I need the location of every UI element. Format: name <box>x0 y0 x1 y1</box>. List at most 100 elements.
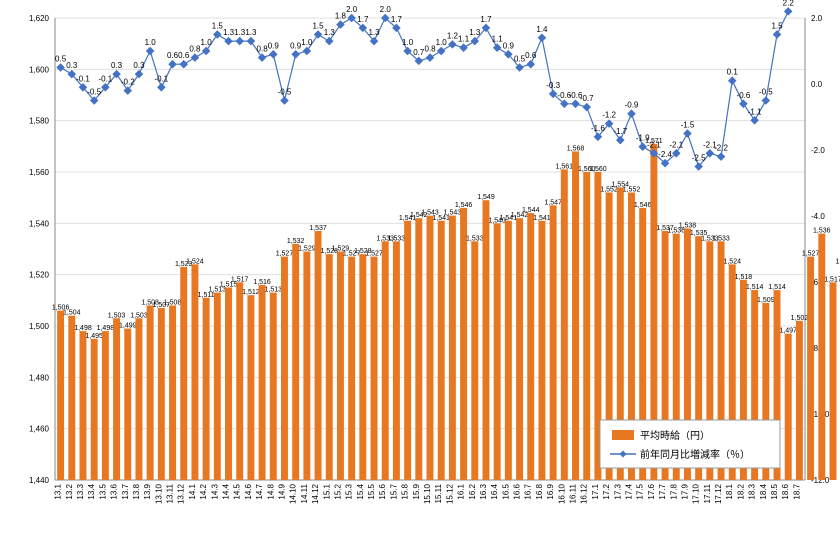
line-value-label: 1.0 <box>402 38 414 47</box>
bar <box>247 295 254 480</box>
x-tick-label: 18.6 <box>781 483 790 499</box>
line-value-label: -0.1 <box>76 74 90 83</box>
bar <box>80 331 87 480</box>
x-tick-label: 16.1 <box>457 483 466 499</box>
bar-value-label: 1,514 <box>746 284 764 291</box>
bar <box>326 254 333 480</box>
bar <box>135 318 142 480</box>
legend-bar-swatch <box>612 430 634 440</box>
line-value-label: 1.5 <box>771 22 783 31</box>
x-tick-label: 15.8 <box>401 483 410 499</box>
line-value-label: -1.6 <box>591 124 605 133</box>
bar <box>371 257 378 480</box>
line-value-label: 0.5 <box>55 55 67 64</box>
line-value-label: 2.2 <box>783 0 795 7</box>
x-tick-label: 15.9 <box>412 483 421 499</box>
x-tick-label: 17.8 <box>669 483 678 499</box>
x-tick-label: 17.5 <box>636 483 645 499</box>
bar-value-label: 1,533 <box>466 235 484 242</box>
line-value-label: -1.5 <box>681 121 695 130</box>
line-value-label: 2.0 <box>346 5 358 14</box>
x-tick-label: 13.12 <box>177 483 186 504</box>
x-tick-label: 14.7 <box>255 483 264 499</box>
y2-tick-label: -2.0 <box>811 146 825 155</box>
line-value-label: 0.6 <box>525 51 537 60</box>
line-value-label: 1.5 <box>312 22 324 31</box>
line-value-label: -0.5 <box>87 88 101 97</box>
bar-value-label: 1,497 <box>779 328 797 335</box>
bar-value-label: 1,546 <box>634 202 652 209</box>
bar-value-label: 1,524 <box>835 258 840 265</box>
bar-value-label: 1,552 <box>623 187 641 194</box>
line-value-label: 0.7 <box>413 48 425 57</box>
bar-value-label: 1,568 <box>567 145 585 152</box>
bar <box>438 221 445 480</box>
line-value-label: 2.0 <box>380 5 392 14</box>
x-tick-label: 15.5 <box>367 483 376 499</box>
x-tick-label: 18.7 <box>792 483 801 499</box>
line-value-label: -0.6 <box>737 91 751 100</box>
x-tick-label: 17.9 <box>680 483 689 499</box>
bar-value-label: 1,516 <box>253 279 271 286</box>
bar-value-label: 1,527 <box>802 251 820 258</box>
bar <box>158 308 165 480</box>
x-tick-label: 17.4 <box>624 483 633 499</box>
bar <box>57 311 64 480</box>
y2-tick-label: -4.0 <box>811 212 825 221</box>
bar-value-label: 1,509 <box>757 297 775 304</box>
x-tick-label: 13.11 <box>166 483 175 503</box>
bar <box>494 223 501 480</box>
x-tick-label: 18.5 <box>770 483 779 499</box>
line-value-label: 1.5 <box>212 22 224 31</box>
bar <box>214 293 221 480</box>
bar-value-label: 1,498 <box>97 325 115 332</box>
line-value-label: 0.8 <box>189 45 201 54</box>
bar <box>527 213 534 480</box>
x-tick-label: 15.7 <box>389 483 398 499</box>
x-tick-label: 14.6 <box>244 483 253 499</box>
x-tick-label: 14.1 <box>188 483 197 499</box>
bar <box>796 321 803 480</box>
bar-value-label: 1,527 <box>365 251 383 258</box>
bar-value-label: 1,524 <box>186 258 204 265</box>
x-tick-label: 16.11 <box>569 483 578 503</box>
x-tick-label: 13.6 <box>110 483 119 499</box>
bar-value-label: 1,532 <box>287 238 305 245</box>
line-value-label: 1.3 <box>234 28 246 37</box>
x-tick-label: 16.10 <box>557 483 566 504</box>
bar-value-label: 1,537 <box>309 225 327 232</box>
bar-value-label: 1,527 <box>276 251 294 258</box>
bar-value-label: 1,561 <box>556 163 574 170</box>
bar <box>404 221 411 480</box>
x-tick-label: 14.5 <box>233 483 242 499</box>
line-value-label: 1.3 <box>324 28 336 37</box>
bar <box>393 241 400 480</box>
x-tick-label: 17.6 <box>647 483 656 499</box>
x-tick-label: 17.1 <box>591 483 600 499</box>
x-tick-label: 16.6 <box>513 483 522 499</box>
line-value-label: 1.7 <box>391 15 403 24</box>
x-tick-label: 15.11 <box>434 483 443 503</box>
x-tick-label: 14.3 <box>210 483 219 499</box>
x-tick-label: 17.11 <box>703 483 712 503</box>
line-value-label: -1.2 <box>602 111 616 120</box>
y1-tick-label: 1,460 <box>29 425 50 434</box>
line-value-label: 0.6 <box>167 51 179 60</box>
line-value-label: 1.8 <box>335 12 347 21</box>
line-value-label: -0.1 <box>98 74 112 83</box>
bar <box>180 267 187 480</box>
line-value-label: 1.7 <box>480 15 492 24</box>
bar <box>830 282 837 480</box>
x-tick-label: 17.3 <box>613 483 622 499</box>
bar <box>124 329 131 480</box>
bar <box>203 298 210 480</box>
line-value-label: 1.1 <box>492 35 504 44</box>
line-value-label: -0.1 <box>154 74 168 83</box>
y1-tick-label: 1,620 <box>29 14 50 23</box>
x-tick-label: 17.7 <box>658 483 667 499</box>
x-tick-label: 16.9 <box>546 483 555 499</box>
bar-value-label: 1,529 <box>298 246 316 253</box>
x-tick-label: 13.4 <box>87 483 96 499</box>
x-tick-label: 15.3 <box>345 483 354 499</box>
y1-tick-label: 1,520 <box>29 271 50 280</box>
